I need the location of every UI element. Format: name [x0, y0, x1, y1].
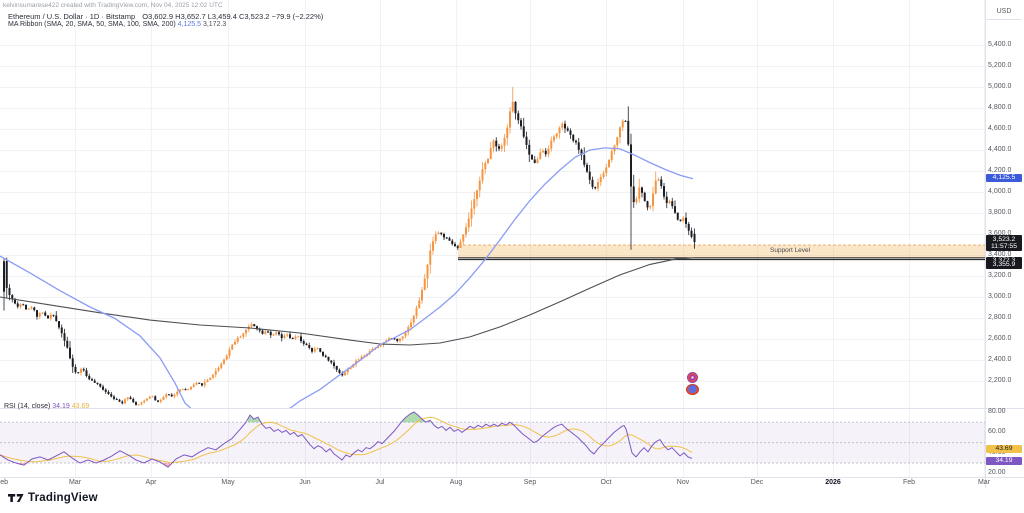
sma-ribbon-line[interactable]: [0, 147, 694, 412]
attribution-text: kelvinsumarese422 created with TradingVi…: [3, 2, 223, 9]
symbol-title: Ethereum / U.S. Dollar · 1D · Bitstamp: [8, 12, 136, 21]
price-tick-label: 5,000.0: [988, 83, 1012, 90]
month-label: Nov: [676, 479, 690, 486]
tradingview-logo-text: TradingView: [28, 492, 98, 504]
price-tick-label: 3,800.0: [988, 209, 1012, 216]
month-label: Dec: [750, 479, 764, 486]
rsi-tick-label: 20.00: [988, 469, 1006, 477]
face-sticker[interactable]: [686, 384, 699, 395]
month-label: Feb: [0, 479, 9, 486]
rsi-tick-label: 60.00: [988, 428, 1006, 436]
ma-ribbon-value-1: 4,125.5: [177, 21, 201, 28]
rsi-value: 34.19: [52, 403, 70, 410]
ma-ribbon-label: MA Ribbon (SMA, 20, SMA, 50, SMA, 100, S…: [8, 21, 176, 28]
month-label: Mar: [68, 479, 82, 486]
ma-ribbon-legend[interactable]: MA Ribbon (SMA, 20, SMA, 50, SMA, 100, S…: [8, 21, 226, 28]
swirl-sticker[interactable]: [687, 372, 698, 383]
month-label: Mar: [977, 479, 991, 486]
last-price-badge: 3,523.2 11:57:55: [986, 235, 1022, 252]
month-label: Jun: [299, 479, 311, 486]
price-tick-label: 4,800.0: [988, 104, 1012, 111]
ray-price-badge: 3,355.9: [986, 261, 1022, 270]
grid-layer: [0, 0, 985, 477]
month-label: May: [221, 479, 235, 486]
bar-countdown: 11:57:55: [991, 243, 1017, 251]
support-level-label[interactable]: Support Level: [770, 247, 811, 255]
price-tick-label: 3,400.0: [988, 251, 1012, 258]
price-tick-label: 3,000.0: [988, 293, 1012, 300]
pane-separators: [0, 0, 1024, 488]
month-label: Sep: [523, 479, 537, 486]
price-tick-label: 3,200.0: [988, 272, 1012, 279]
ohlc-close: C3,523.2: [239, 12, 270, 21]
symbol-legend[interactable]: Ethereum / U.S. Dollar · 1D · Bitstamp O…: [8, 12, 323, 21]
rsi-pane[interactable]: [0, 411, 985, 468]
ohlc-high: H3,652.7: [175, 12, 206, 21]
month-label: Oct: [600, 479, 612, 486]
price-tick-label: 5,200.0: [988, 62, 1012, 69]
rsi-ma-line: [0, 416, 693, 464]
support-zone[interactable]: [458, 244, 985, 259]
price-tick-label: 4,600.0: [988, 125, 1012, 132]
price-tick-label: 2,800.0: [988, 314, 1012, 321]
ohlc-change: −79.9 (−2.22%): [271, 12, 324, 21]
rsi-ma-badge: 43.69: [986, 445, 1022, 454]
price-tick-label: 4,400.0: [988, 146, 1012, 153]
rsi-legend[interactable]: RSI (14, close) 34.19 43.69: [4, 403, 89, 410]
month-label: Aug: [449, 479, 463, 486]
price-tick-label: 2,600.0: [988, 335, 1012, 342]
price-tick-label: 2,200.0: [988, 377, 1012, 384]
month-label: Apr: [145, 479, 157, 486]
zone-bottom-price-badge: 3,372.3: [986, 256, 1022, 265]
price-axis-currency[interactable]: USD: [986, 8, 1022, 20]
price-tick-label: 4,200.0: [988, 167, 1012, 174]
last-price-value: 3,523.2: [992, 236, 1016, 244]
tradingview-logo-icon: [8, 494, 24, 502]
price-tick-label: 5,400.0: [988, 41, 1012, 48]
rsi-legend-label: RSI (14, close): [4, 403, 51, 410]
rsi-badge: 34.19: [986, 456, 1022, 465]
month-label: Jul: [375, 479, 385, 486]
ma-price-badge: 4,125.5: [986, 174, 1022, 183]
rsi-tick-label: 80.00: [988, 408, 1006, 415]
price-tick-label: 3,600.0: [988, 230, 1012, 237]
month-label: Feb: [902, 479, 916, 486]
ohlc-open: O3,602.9: [142, 12, 174, 21]
ma-ribbon-value-2: 3,172.3: [202, 21, 227, 28]
tradingview-logo[interactable]: TradingView: [8, 491, 98, 505]
ohlc-low: L3,459.4: [207, 12, 237, 21]
month-label: 2026: [825, 479, 841, 486]
rsi-ma-value: 43.69: [71, 403, 90, 410]
rsi-line: [0, 411, 693, 468]
price-tick-label: 4,000.0: [988, 188, 1012, 195]
price-tick-label: 2,400.0: [988, 356, 1012, 363]
sma-200-line[interactable]: [0, 257, 694, 346]
